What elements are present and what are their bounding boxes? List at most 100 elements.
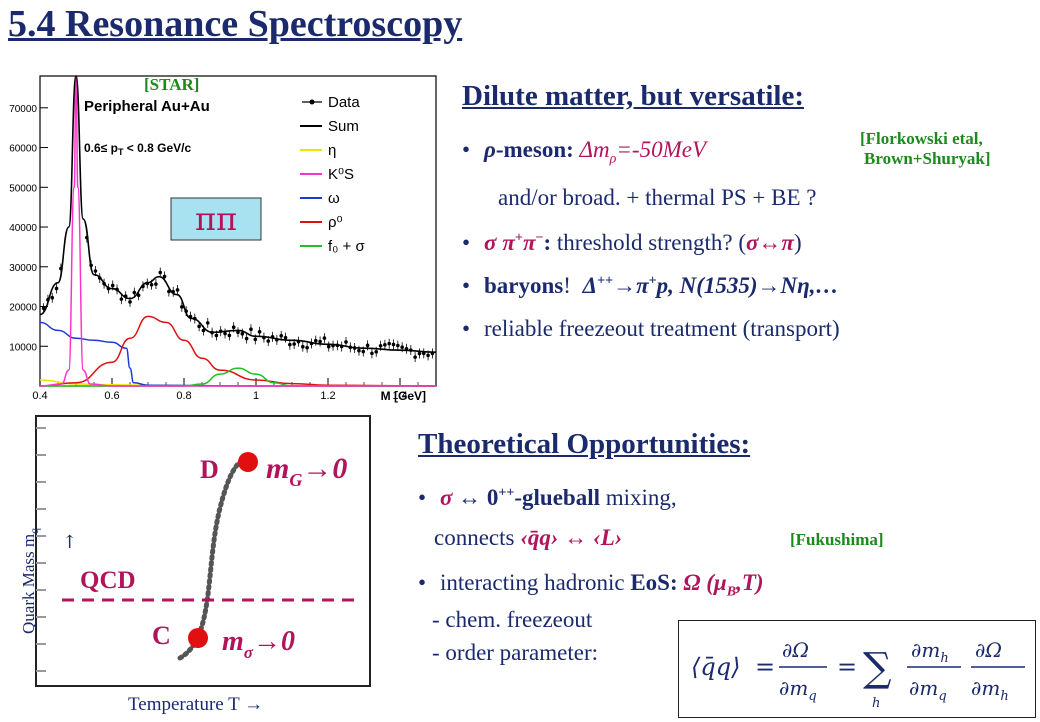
formula-lhs: ⟨q̄q⟩ [691,653,740,681]
legend-label: η [328,142,336,159]
data-point [348,345,353,350]
source-label: [STAR] [144,75,199,94]
slide-title: 5.4 Resonance Spectroscopy [8,3,463,45]
data-point [417,351,422,356]
order-parameter-formula: ⟨q̄q⟩ = ∂Ω ∂mq = ∑ h ∂mh ∂mq ∂Ω ∂mh [678,620,1036,718]
data-point [352,346,357,350]
data-point [322,336,327,340]
formula-f3-den: ∂mh [971,676,1009,704]
data-point [218,329,223,333]
data-point [188,314,193,319]
data-point [145,281,150,286]
label-msigma: mσ→0 [222,626,295,662]
label-qcd: QCD [80,567,136,594]
data-point [46,297,50,302]
data-point [370,351,374,356]
legend-label: f₀ + σ [328,238,365,255]
data-point [171,289,175,294]
data-point [279,334,284,338]
x-tick-label: 0.6 [104,390,119,402]
data-point [249,327,253,332]
phase-y-label: Quark Mass mq [19,528,41,634]
data-point [357,348,361,353]
data-point [421,351,426,356]
data-point [396,343,400,348]
y-tick-label: 40000 [9,223,37,234]
data-point [262,335,266,340]
formula-eq2: = [837,653,857,681]
data-point [240,331,245,336]
legend-label: Sum [328,118,359,135]
legend-label: Data [328,94,360,111]
y-tick-label: 70000 [9,104,37,115]
data-point [383,343,387,347]
pipi-box [170,197,262,241]
invariant-mass-spectrum-chart: 0.4 0.6 0.8 1 1.2 1.4 10000 20000 30000 40000 5000… [4,56,444,406]
data-point [59,266,63,271]
up-arrow: ↑ [62,532,77,553]
legend-label: K⁰S [328,166,354,183]
bullet-eos: • interacting hadronic EoS: Ω (μB,T) [418,570,764,600]
data-point [374,350,379,354]
data-point [214,333,219,338]
data-point [102,281,106,286]
data-point [41,306,46,311]
bullet-baryons: • baryons! Δ++→π+p, N(1535)→Nη,… [462,273,839,298]
formula-f3-num: ∂Ω [975,638,1002,662]
sub-chem-freezeout: - chem. freezeout [432,607,593,632]
data-point [301,344,305,349]
data-point [313,338,318,343]
series-line-rho0 [39,315,437,387]
data-point [184,309,188,313]
heading-dilute-matter: Dilute matter, but versatile: [462,80,805,112]
x-tick-label: 1 [253,390,259,402]
data-point [110,283,115,288]
heading-theoretical: Theoretical Opportunities: [418,428,751,460]
data-point [253,337,258,342]
data-point [149,282,154,287]
data-point [106,286,111,291]
data-point [158,270,163,275]
data-point [123,294,128,298]
data-point [167,289,171,294]
citation-fukushima: [Fukushima] [790,530,884,549]
phase-x-label: Temperature T → [128,694,263,715]
data-point [119,297,124,301]
data-point [236,330,240,335]
y-tick-label: 30000 [9,263,37,274]
bullet-sigma: • σ π+π−: threshold strength? (σ↔π) [462,230,802,255]
data-point [400,345,404,350]
data-point [283,335,288,340]
data-point [115,287,119,292]
x-tick-label: 1.2 [320,390,335,402]
data-point [154,282,158,286]
y-tick-label: 20000 [9,303,37,314]
legend-marker-data [309,99,315,105]
data-point [231,325,236,330]
label-mg: mG→0 [266,452,347,490]
data-point [331,343,335,348]
data-point [244,336,249,341]
data-point [223,331,227,336]
formula-f1-den: ∂mq [779,676,817,704]
formula-sum: ∑ [863,645,892,691]
data-point [288,342,292,347]
x-tick-label: 1.4 [392,390,407,402]
data-point [387,341,392,346]
x-tick-label: 0.8 [176,390,191,402]
bullet-freezeout: • reliable freezeout treatment (transport… [462,316,840,341]
data-point [413,355,417,359]
data-point [50,295,55,300]
data-point [227,333,232,338]
data-point [378,343,383,348]
data-point [89,263,93,268]
data-point [309,341,314,346]
legend-label: ρ⁰ [328,214,343,231]
data-point [266,339,271,343]
x-axis-label: M [GeV] [381,389,426,403]
data-point [430,351,435,356]
data-point [201,328,206,333]
data-point [339,344,344,349]
point-c [188,628,208,648]
data-point [54,286,59,291]
